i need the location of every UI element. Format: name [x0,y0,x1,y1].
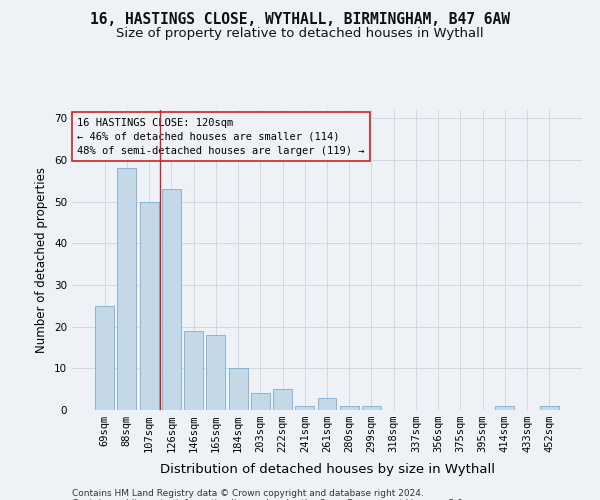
Bar [362,406,381,410]
Bar [273,389,292,410]
Bar [206,335,225,410]
Bar [496,406,514,410]
Bar [229,368,248,410]
Bar [184,331,203,410]
Bar [162,189,181,410]
Text: 16 HASTINGS CLOSE: 120sqm
← 46% of detached houses are smaller (114)
48% of semi: 16 HASTINGS CLOSE: 120sqm ← 46% of detac… [77,118,365,156]
Bar [140,202,158,410]
Text: 16, HASTINGS CLOSE, WYTHALL, BIRMINGHAM, B47 6AW: 16, HASTINGS CLOSE, WYTHALL, BIRMINGHAM,… [90,12,510,28]
Bar [95,306,114,410]
Bar [118,168,136,410]
Bar [540,406,559,410]
Text: Size of property relative to detached houses in Wythall: Size of property relative to detached ho… [116,28,484,40]
Text: Contains HM Land Registry data © Crown copyright and database right 2024.: Contains HM Land Registry data © Crown c… [72,488,424,498]
Text: Contains public sector information licensed under the Open Government Licence v3: Contains public sector information licen… [72,498,466,500]
Bar [251,394,270,410]
Y-axis label: Number of detached properties: Number of detached properties [35,167,49,353]
Bar [295,406,314,410]
X-axis label: Distribution of detached houses by size in Wythall: Distribution of detached houses by size … [160,464,494,476]
Bar [317,398,337,410]
Bar [340,406,359,410]
